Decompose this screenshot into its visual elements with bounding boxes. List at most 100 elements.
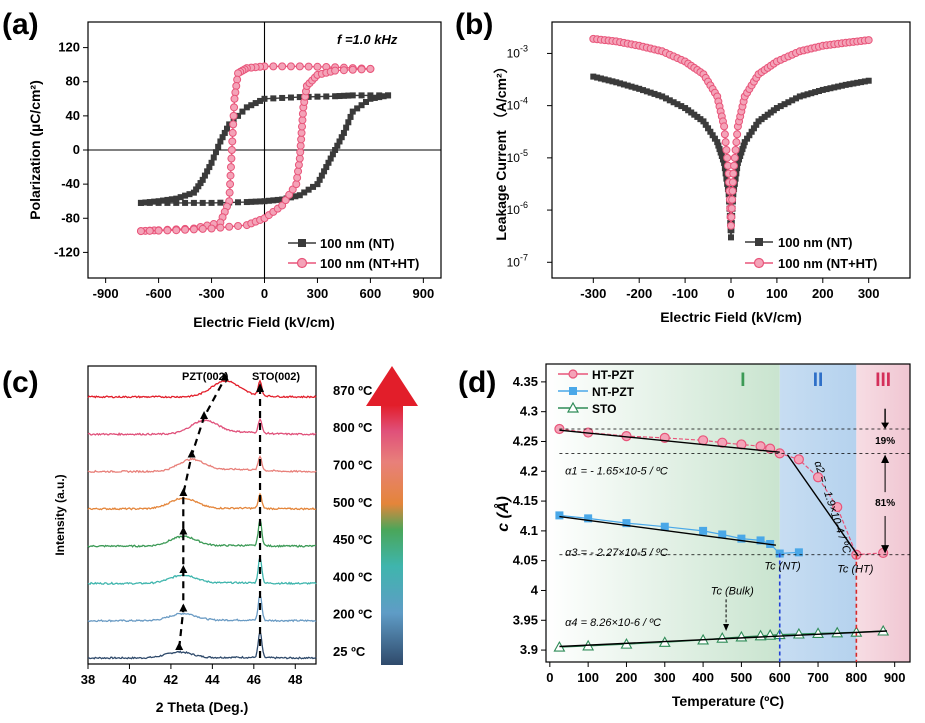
nt-data-point xyxy=(212,149,219,156)
nt-data-point xyxy=(243,104,250,111)
nt-data-point xyxy=(208,199,215,206)
nt-data-point xyxy=(201,172,208,179)
nt-data-point xyxy=(717,149,724,156)
nt-data-point xyxy=(739,146,746,153)
nt-data-point xyxy=(164,199,171,206)
nt-data-point xyxy=(746,132,753,139)
panel-b-legend: 100 nm (NT) 100 nm (NT+HT) xyxy=(745,235,877,271)
nt-data-point xyxy=(716,146,723,153)
x-tick-label: 0 xyxy=(727,286,734,301)
nt-data-point xyxy=(204,168,211,175)
x-tick-label: -100 xyxy=(672,286,698,301)
nt-data-point xyxy=(367,95,374,102)
panel-d-ylabel: c (Å) xyxy=(493,496,512,532)
nt-data-point xyxy=(590,73,597,80)
ht-data-point xyxy=(228,137,237,146)
ht-data-point xyxy=(189,225,198,234)
nt-pzt-point xyxy=(718,530,727,539)
ht-pzt-point xyxy=(717,437,728,448)
nt-data-point xyxy=(223,125,230,132)
panel-c-xlabel: 2 Theta (Deg.) xyxy=(156,699,249,715)
nt-data-point xyxy=(691,111,698,118)
nt-data-point xyxy=(800,92,807,99)
xrd-trace xyxy=(87,556,317,586)
nt-data-point xyxy=(340,92,347,99)
ht-data-point xyxy=(730,161,739,170)
nt-data-point xyxy=(808,90,815,97)
nt-data-point xyxy=(345,119,352,126)
nt-data-point xyxy=(688,109,695,116)
nt-data-point xyxy=(594,74,601,81)
panel-d-frame xyxy=(545,363,911,663)
nt-data-point xyxy=(750,125,757,132)
nt-data-point xyxy=(257,198,264,205)
nt-data-point xyxy=(221,129,228,136)
ht-data-point xyxy=(227,146,236,154)
x-tick-label: 300 xyxy=(307,286,329,301)
ht-data-point xyxy=(269,62,278,71)
nt-data-point xyxy=(318,172,325,179)
ht-data-point xyxy=(720,130,729,139)
nt-data-point xyxy=(155,199,162,206)
panel-b-series xyxy=(589,34,873,241)
legend-square-marker xyxy=(298,239,306,247)
panel-d-legend: HT-PZT NT-PZT STO xyxy=(558,368,635,416)
ht-pzt-point xyxy=(793,454,804,465)
ht-data-point xyxy=(225,222,234,231)
fit-line-alpha1 xyxy=(559,429,780,453)
y-tick-label: 4.1 xyxy=(520,523,538,538)
nt-data-point xyxy=(711,135,718,142)
nt-data-point xyxy=(781,101,788,108)
pzt-arrow-head xyxy=(179,603,188,612)
nt-pzt-point xyxy=(584,514,593,523)
nt-data-point xyxy=(349,92,356,99)
nt-data-point xyxy=(744,135,751,142)
percent-81-up-head xyxy=(881,454,890,463)
nt-data-point xyxy=(659,93,666,100)
ht-data-point xyxy=(728,178,737,187)
y-tick-label: 4.15 xyxy=(513,493,538,508)
legend-square-marker xyxy=(755,238,763,246)
nt-data-point xyxy=(338,134,345,141)
nt-data-point xyxy=(186,191,193,198)
nt-data-point xyxy=(767,109,774,116)
nt-data-point xyxy=(270,197,277,204)
ht-data-point xyxy=(228,128,237,137)
ht-data-point xyxy=(226,163,235,172)
legend-a-ht: 100 nm (NT+HT) xyxy=(320,256,419,271)
nt-data-point xyxy=(292,193,299,200)
x-tick-label: 800 xyxy=(846,670,868,685)
ht-data-point xyxy=(294,160,303,169)
nt-data-point xyxy=(723,175,730,182)
nt-data-point xyxy=(793,95,800,102)
panel-c-ylabel: Intensity (a.u.) xyxy=(53,474,67,555)
nt-data-point xyxy=(764,111,771,118)
y-tick-label: 10-4 xyxy=(507,96,528,113)
ht-data-point xyxy=(728,195,737,204)
nt-data-point xyxy=(705,125,712,132)
nt-data-point xyxy=(199,176,206,183)
y-tick-label: 3.9 xyxy=(520,642,538,657)
temperature-label: 450 ºC xyxy=(333,532,373,547)
region-3-band xyxy=(856,364,910,662)
colorbar-arrow-head xyxy=(366,366,418,406)
x-tick-label: 38 xyxy=(81,672,95,687)
nt-data-point xyxy=(823,86,830,93)
nt-data-point xyxy=(358,102,365,109)
x-tick-label: 400 xyxy=(692,670,714,685)
legend-d-nt: NT-PZT xyxy=(592,385,635,399)
nt-data-point xyxy=(670,99,677,106)
nt-data-point xyxy=(741,139,748,146)
xrd-trace xyxy=(87,592,317,623)
nt-pzt-point xyxy=(794,548,803,557)
ht-data-point xyxy=(313,62,322,71)
y-tick-label: 4 xyxy=(531,582,539,597)
ht-data-point xyxy=(136,227,145,236)
ht-data-point xyxy=(230,94,239,103)
nt-data-point xyxy=(151,198,158,205)
nt-data-point xyxy=(182,199,189,206)
nt-data-point xyxy=(789,97,796,104)
ht-data-point xyxy=(286,62,295,71)
panel-d-xlabel: Temperature (ºC) xyxy=(672,693,784,709)
sto-arrow-head xyxy=(256,383,265,392)
